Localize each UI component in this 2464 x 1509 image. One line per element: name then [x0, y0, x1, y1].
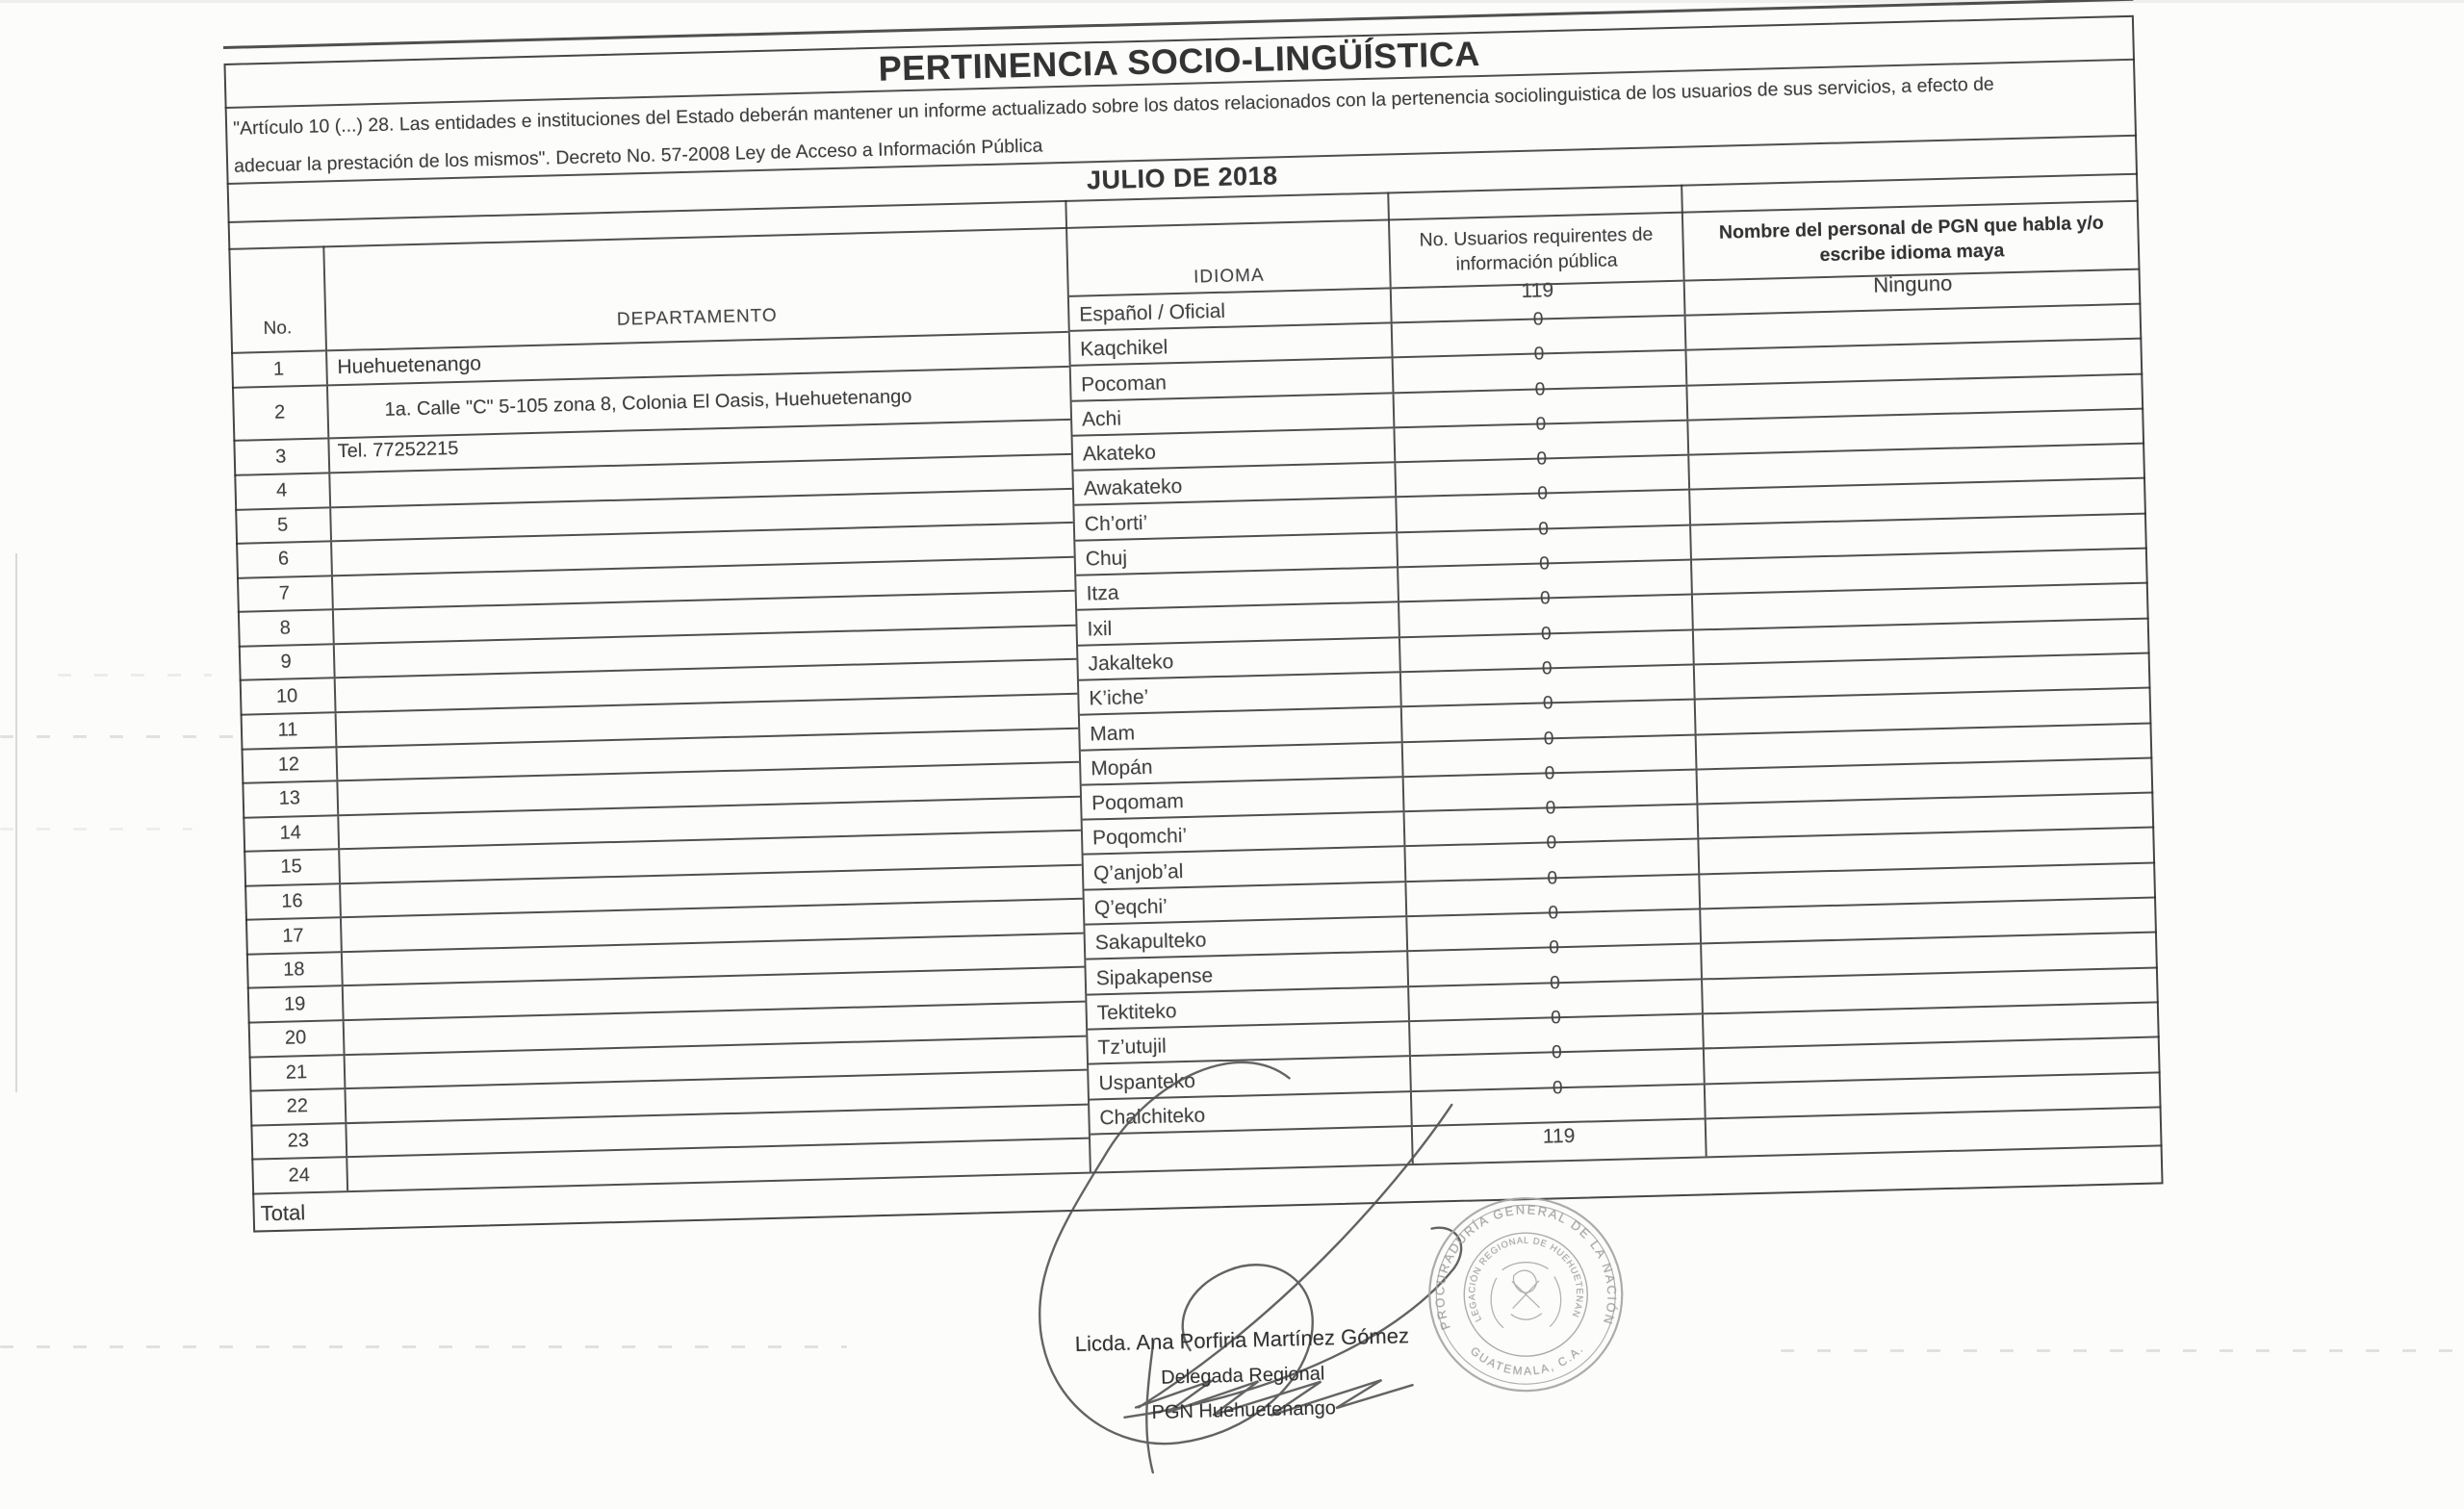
- row-number-cell: 5: [235, 507, 333, 543]
- idioma-cell: Achi: [1071, 393, 1396, 435]
- stamp-ring-bottom-text: GUATEMALA, C.A.: [1468, 1342, 1588, 1380]
- idioma-cell: Sakapulteko: [1085, 917, 1409, 959]
- column-header-usuarios: No. Usuarios requirentes de información …: [1389, 211, 1685, 288]
- row-number-cell: 6: [236, 542, 333, 577]
- idioma-cell: Itza: [1076, 568, 1399, 610]
- svg-text:DELEGACIÓN REGIONAL DE HUEHUET: DELEGACIÓN REGIONAL DE HUEHUETENANGO: [1466, 1234, 1585, 1323]
- row-number-cell: 1: [231, 351, 328, 387]
- column-header-idioma: IDIOMA: [1067, 218, 1392, 295]
- row-number-cell: 16: [244, 883, 342, 920]
- idioma-cell: Ixil: [1077, 602, 1400, 645]
- row-number-cell: 7: [237, 575, 334, 612]
- scanned-document: PERTINENCIA SOCIO-LINGÜÍSTICA "Artículo …: [223, 0, 2174, 1490]
- idioma-cell: Sipakapense: [1086, 952, 1410, 994]
- scan-streak: [0, 828, 192, 831]
- row-number-cell: 2: [232, 386, 330, 440]
- scan-streak: [0, 1345, 847, 1348]
- row-number-cell: 9: [238, 645, 336, 680]
- row-number-cell: 19: [246, 986, 345, 1022]
- idioma-cell: Ch’orti’: [1074, 498, 1399, 540]
- column-header-departamento: DEPARTAMENTO: [616, 305, 778, 330]
- row-number-cell: 3: [233, 439, 331, 474]
- column-header-no: No.: [228, 245, 328, 352]
- stamp-inner-ring-text: DELEGACIÓN REGIONAL DE HUEHUETENANGO: [1466, 1234, 1585, 1323]
- row-number-cell: 14: [243, 815, 341, 851]
- row-number-cell: 12: [241, 747, 339, 782]
- idioma-cell: Awakateko: [1073, 463, 1398, 505]
- idioma-cell: Mam: [1079, 707, 1403, 750]
- stamp-ring-top-text: PROCURADURÍA GENERAL DE LA NACIÓN: [1430, 1200, 1621, 1332]
- idioma-cell: Poqomchi’: [1082, 812, 1406, 855]
- signature-block: Licda. Ana Porfiria Martínez Gómez Deleg…: [1001, 1316, 1485, 1434]
- official-stamp: PROCURADURÍA GENERAL DE LA NACIÓN GUATEM…: [1428, 1197, 1624, 1393]
- idioma-cell: Poqomam: [1081, 778, 1405, 819]
- scan-streak: [58, 674, 212, 677]
- idioma-cell: Akateko: [1072, 428, 1397, 470]
- column-header-nombre-personal: Nombre del personal de PGN que habla y/o…: [1718, 212, 2104, 266]
- idioma-cell: Pocoman: [1070, 358, 1395, 400]
- row-number-cell: 17: [245, 918, 343, 954]
- row-number-cell: 8: [237, 610, 335, 646]
- idioma-cell: Kaqchikel: [1069, 323, 1394, 366]
- row-number-cell: 11: [240, 713, 338, 749]
- scan-streak: [1781, 1349, 2464, 1352]
- stamp-coat-of-arms: [1490, 1262, 1562, 1329]
- idioma-cell: Q’anjob’al: [1083, 847, 1407, 889]
- scan-top-edge: [0, 0, 2464, 3]
- row-number-cell: 20: [247, 1021, 346, 1057]
- idioma-cell: Jakalteko: [1078, 637, 1401, 679]
- idioma-cell: Mopán: [1080, 742, 1404, 784]
- row-number-cell: 13: [242, 781, 340, 817]
- scan-fold-line: [15, 553, 17, 1092]
- idioma-cell: K’iche’: [1078, 673, 1402, 714]
- row-number-cell: 4: [234, 473, 332, 509]
- row-number-cell: 15: [244, 850, 342, 885]
- svg-text:PROCURADURÍA GENERAL DE LA NAC: PROCURADURÍA GENERAL DE LA NACIÓN: [1430, 1200, 1621, 1332]
- svg-text:GUATEMALA, C.A.: GUATEMALA, C.A.: [1468, 1342, 1588, 1380]
- row-number-cell: 24: [251, 1158, 349, 1193]
- row-number-cell: 23: [250, 1123, 348, 1159]
- idioma-cell: Español / Oficial: [1068, 289, 1393, 330]
- idioma-cell: Q’eqchi’: [1084, 882, 1408, 924]
- row-number-cell: 22: [249, 1089, 347, 1125]
- idioma-cell: Chuj: [1075, 533, 1399, 575]
- left-header-row: No. DEPARTAMENTO: [228, 226, 1068, 354]
- row-number-cell: 10: [239, 678, 337, 714]
- scan-streak: [0, 735, 241, 738]
- row-number-cell: 18: [245, 953, 344, 988]
- row-number-cell: 21: [248, 1055, 346, 1090]
